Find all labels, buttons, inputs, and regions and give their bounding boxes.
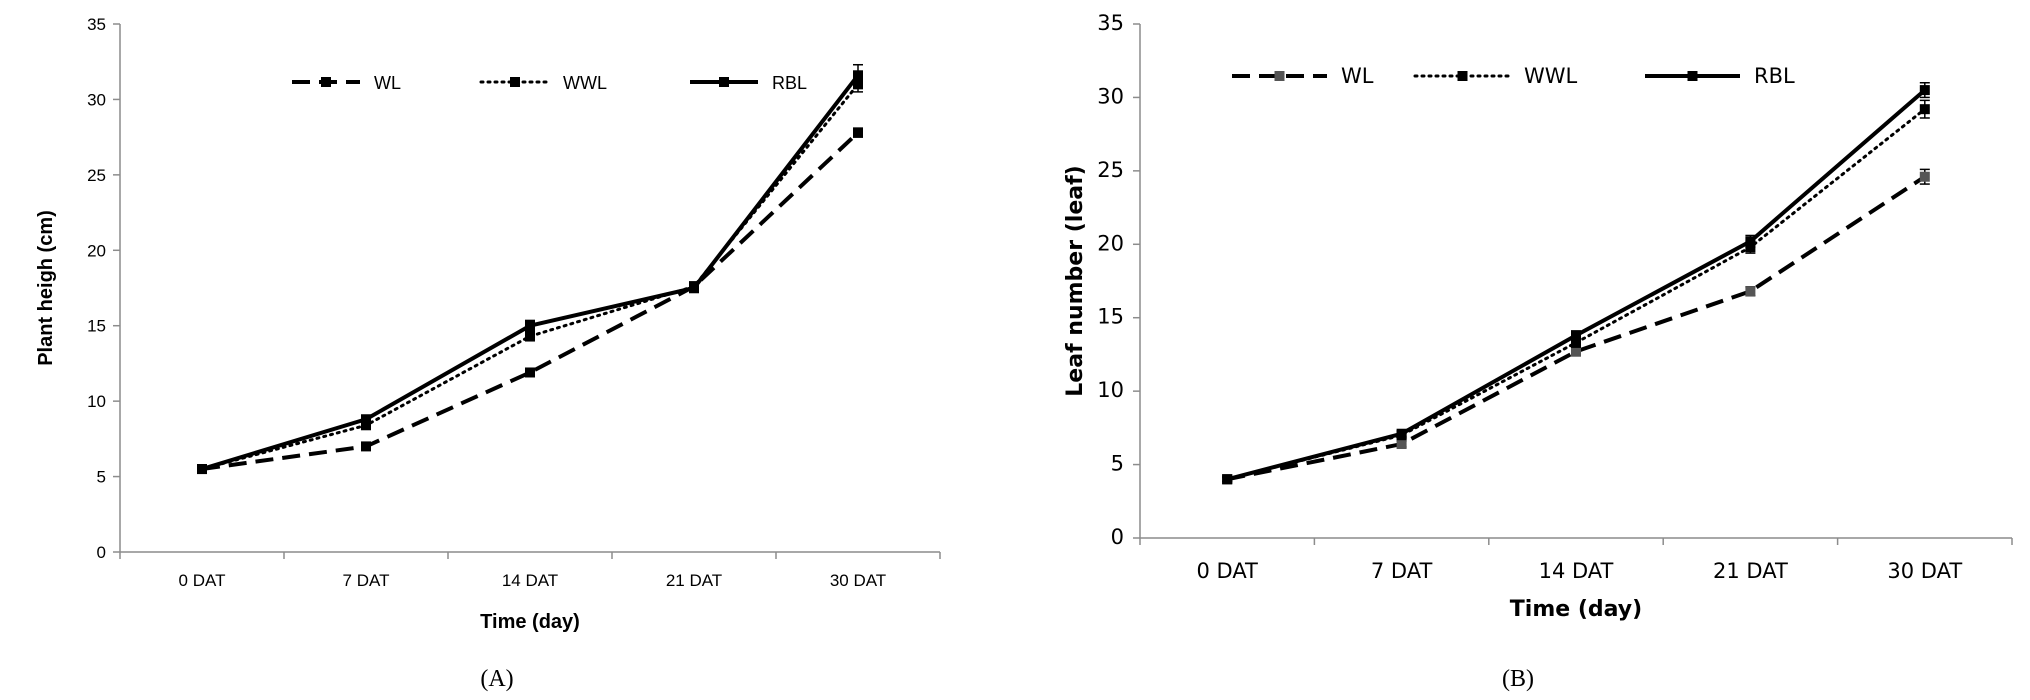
data-point-wl	[525, 367, 535, 378]
data-point-rbl	[1222, 474, 1233, 485]
y-axis-label: Plant heigh (cm)	[35, 210, 57, 366]
y-tick-label: 15	[87, 317, 106, 336]
series-wl	[1222, 168, 1930, 485]
x-tick-label: 7 DAT	[1371, 559, 1433, 583]
y-tick-label: 30	[1097, 84, 1124, 108]
x-tick-label: 30 DAT	[830, 571, 886, 590]
legend-marker-rbl	[719, 77, 729, 87]
legend-label-wl: WL	[374, 73, 401, 93]
data-point-rbl	[525, 320, 535, 331]
data-point-wwl	[361, 420, 371, 431]
data-point-rbl	[689, 283, 699, 293]
y-tick-label: 0	[1111, 525, 1124, 549]
x-tick-label: 14 DAT	[502, 571, 558, 590]
data-point-rbl	[1919, 85, 1930, 96]
series-line-wl	[1226, 175, 1926, 482]
legend-label-wwl: WWL	[1524, 64, 1578, 88]
data-point-wl	[1919, 171, 1930, 182]
series-line-wl	[201, 131, 860, 472]
legend: WL WWL RBL	[292, 73, 807, 93]
y-axis-label: Leaf number (leaf)	[1063, 165, 1088, 396]
data-point-wwl	[525, 331, 535, 342]
series-rbl	[197, 63, 863, 475]
y-tick-label: 5	[97, 468, 106, 487]
data-point-wl	[1396, 439, 1407, 450]
x-tick-label: 21 DAT	[1713, 559, 1788, 583]
y-tick-label: 20	[87, 241, 106, 260]
legend-label-rbl: RBL	[772, 73, 807, 93]
data-point-wl	[1571, 346, 1581, 357]
y-tick-label: 0	[97, 543, 106, 562]
series-line-wwl	[200, 82, 860, 471]
x-tick-label: 21 DAT	[666, 571, 722, 590]
data-point-wl	[853, 127, 863, 138]
x-axis-label: Time (day)	[1510, 597, 1642, 622]
legend-marker-wl	[1274, 71, 1285, 81]
series-wwl	[1222, 99, 1930, 485]
legend-label-rbl: RBL	[1754, 64, 1795, 88]
x-tick-label: 14 DAT	[1539, 559, 1614, 583]
legend-label-wwl: WWL	[563, 73, 607, 93]
data-point-wl	[1745, 286, 1756, 297]
legend: WL WWL RBL	[1232, 64, 1795, 88]
data-point-rbl	[361, 414, 371, 425]
data-point-wwl	[1919, 104, 1930, 115]
y-tick-label: 5	[1111, 452, 1124, 476]
y-tick-label: 15	[1097, 305, 1124, 329]
data-point-rbl	[853, 70, 863, 81]
x-axis-label: Time (day)	[480, 611, 580, 633]
legend-marker-wwl	[510, 77, 520, 87]
series-rbl	[1222, 81, 1930, 485]
series-wl	[197, 127, 863, 475]
series-wwl	[197, 76, 863, 475]
x-tick-label: 7 DAT	[343, 571, 390, 590]
legend-marker-wl	[321, 77, 331, 87]
legend-marker-rbl	[1687, 71, 1698, 81]
data-point-rbl	[197, 464, 207, 475]
series-line-wwl	[1225, 107, 1927, 481]
data-point-wwl	[1571, 337, 1581, 348]
x-tick-label: 0 DAT	[179, 571, 226, 590]
x-tick-label: 30 DAT	[1887, 559, 1962, 583]
data-point-rbl	[1571, 330, 1581, 341]
y-tick-label: 20	[1097, 231, 1124, 255]
y-tick-label: 10	[87, 392, 106, 411]
data-point-wl	[361, 441, 371, 452]
series-line-rbl	[201, 74, 860, 471]
y-tick-label: 35	[1097, 11, 1124, 35]
chart-caption: (B)	[1502, 666, 1534, 692]
data-point-rbl	[1396, 428, 1407, 439]
y-tick-label: 30	[87, 90, 106, 109]
series-line-rbl	[1226, 88, 1927, 482]
x-tick-label: 0 DAT	[1196, 559, 1258, 583]
y-tick-label: 10	[1097, 378, 1124, 402]
y-tick-label: 25	[1097, 158, 1124, 182]
chart-a: 0 5 10 15 20 25 30 35 0 DAT 7 DAT 14 DAT 21 DAT 30 D…	[35, 15, 941, 692]
legend-marker-wwl	[1457, 71, 1468, 81]
data-point-rbl	[1745, 236, 1756, 247]
chart-caption: (A)	[480, 666, 513, 692]
chart-b: 0 5 10 15 20 25 30 35 0 DAT 7 DAT 14 DAT 21 DAT 30 D…	[1063, 11, 2013, 692]
y-tick-label: 35	[87, 15, 106, 34]
y-tick-label: 25	[87, 166, 106, 185]
legend-label-wl: WL	[1341, 64, 1374, 88]
